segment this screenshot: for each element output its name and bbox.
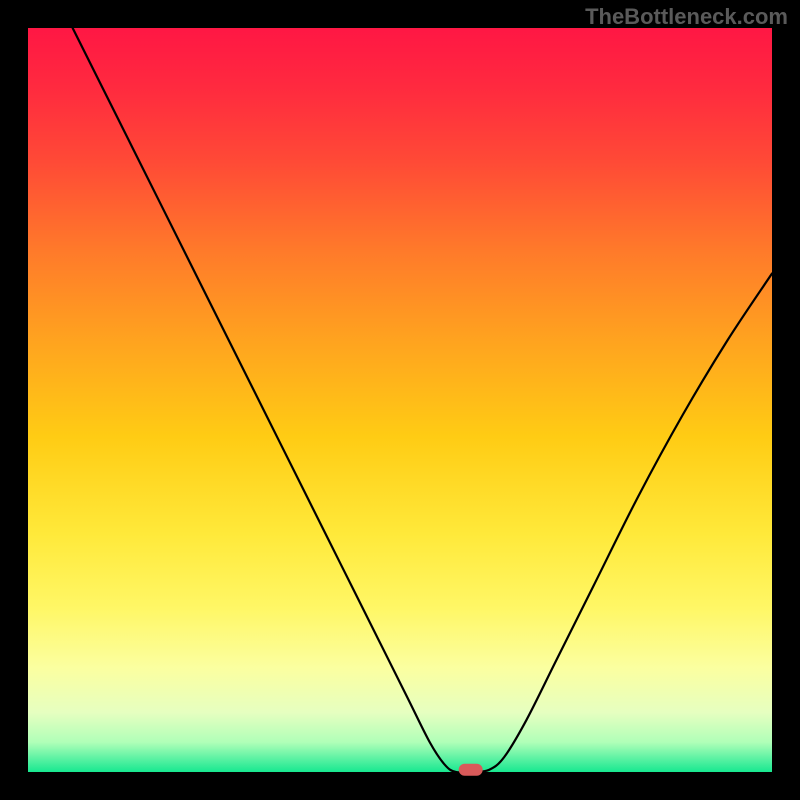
chart-background — [28, 28, 772, 772]
bottleneck-curve-chart — [0, 0, 800, 800]
optimal-point-marker — [459, 764, 483, 776]
watermark-text: TheBottleneck.com — [585, 4, 788, 30]
chart-container: TheBottleneck.com — [0, 0, 800, 800]
